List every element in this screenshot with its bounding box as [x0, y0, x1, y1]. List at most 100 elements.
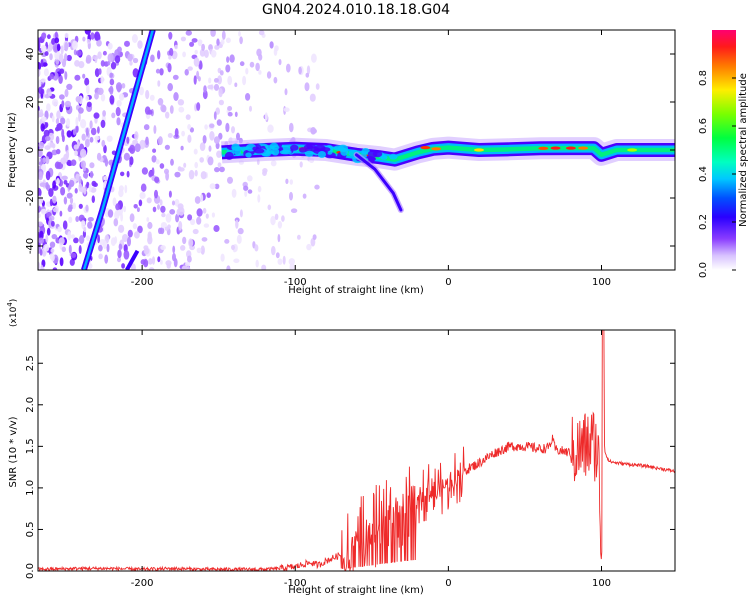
heatmap-noise-cell	[58, 237, 65, 245]
heatmap-noise-cell	[89, 136, 94, 143]
heatmap-noise-cell	[151, 155, 157, 163]
heatmap-noise-cell	[245, 67, 249, 75]
heatmap-noise-cell	[52, 143, 56, 149]
heatmap-noise-cell	[82, 36, 86, 42]
heatmap-noise-cell	[165, 213, 172, 223]
heatmap-noise-cell	[84, 30, 91, 35]
snr-series	[38, 330, 675, 571]
heatmap-noise-cell	[58, 74, 63, 84]
heatmap-noise-cell	[46, 227, 51, 236]
heatmap-noise-cell	[120, 212, 123, 222]
ridge-blob	[319, 147, 331, 152]
heatmap-noise-cell	[192, 228, 199, 235]
heatmap-noise-cell	[314, 184, 320, 190]
heatmap-noise-cell	[83, 226, 87, 233]
heatmap-noise-cell	[127, 229, 133, 238]
heatmap-noise-cell	[74, 188, 78, 194]
heatmap-noise-cell	[173, 92, 179, 101]
heatmap-noise-cell	[45, 156, 50, 165]
heatmap-noise-cell	[187, 214, 193, 221]
ridge-hotspot	[627, 148, 638, 152]
heatmap-noise-cell	[182, 51, 187, 58]
heatmap-noise-cell	[139, 192, 146, 199]
heatmap-noise-cell	[59, 68, 65, 74]
heatmap-noise-cell	[151, 256, 156, 265]
heatmap-noise-cell	[97, 51, 102, 60]
heatmap-noise-cell	[43, 68, 49, 77]
heatmap-noise-cell	[172, 245, 176, 254]
heatmap-noise-cell	[190, 218, 196, 226]
heatmap-noise-cell	[304, 82, 310, 92]
heatmap-noise-cell	[68, 244, 72, 254]
heatmap-noise-cell	[213, 78, 219, 83]
ridge-hotspot	[578, 146, 589, 150]
heatmap-noise-cell	[42, 157, 46, 164]
heatmap-noise-cell	[49, 73, 54, 80]
colorbar-tick-label: 0.2	[698, 214, 709, 230]
heatmap-noise-cell	[197, 39, 203, 45]
heatmap-noise-cell	[184, 69, 189, 76]
heatmap-noise-cell	[137, 40, 143, 49]
heatmap-noise-cell	[218, 99, 224, 106]
heatmap-noise-cell	[178, 221, 183, 231]
heatmap-noise-cell	[49, 241, 56, 248]
heatmap-noise-cell	[81, 133, 86, 141]
heatmap-noise-cell	[201, 43, 206, 51]
heatmap-noise-cell	[134, 131, 139, 141]
heatmap-noise-cell	[98, 253, 103, 260]
heatmap-noise-cell	[107, 209, 114, 218]
heatmap-noise-cell	[274, 213, 279, 220]
heatmap-noise-cell	[209, 123, 215, 128]
heatmap-noise-cell	[123, 250, 130, 260]
heatmap-noise-cell	[167, 83, 173, 92]
heatmap-noise-cell	[254, 244, 259, 252]
heatmap-noise-cell	[54, 37, 60, 44]
heatmap-noise-cell	[180, 145, 184, 151]
heatmap-noise-cell	[183, 162, 187, 168]
heatmap-noise-cell	[78, 203, 83, 209]
heatmap-noise-cell	[86, 101, 92, 108]
heatmap-noise-cell	[68, 216, 73, 223]
heatmap-noise-cell	[84, 77, 90, 86]
heatmap-noise-cell	[290, 208, 298, 213]
heatmap-noise-cell	[127, 53, 133, 62]
heatmap-noise-cell	[168, 190, 172, 198]
heatmap-noise-cell	[113, 218, 119, 227]
heatmap-noise-cell	[121, 83, 126, 89]
heatmap-noise-cell	[169, 47, 174, 57]
heatmap-noise-cell	[121, 263, 125, 269]
heatmap-noise-cell	[227, 176, 233, 184]
heatmap-noise-cell	[55, 59, 60, 65]
snr-line	[38, 330, 675, 571]
heatmap-noise-cell	[78, 175, 82, 186]
heatmap-noise-cell	[264, 112, 268, 121]
heatmap-noise-cell	[226, 265, 231, 270]
heatmap-noise-cell	[62, 220, 68, 230]
heatmap-noise-cell	[267, 204, 272, 211]
heatmap-noise-cell	[193, 148, 198, 155]
heatmap-noise-cell	[73, 237, 79, 244]
heatmap-noise-cell	[202, 135, 207, 144]
heatmap-noise-cell	[97, 234, 100, 244]
heatmap-noise-cell	[160, 259, 163, 265]
ridge-blob	[265, 145, 275, 150]
heatmap-noise-cell	[203, 223, 210, 228]
heatmap-noise-cell	[147, 221, 153, 230]
heatmap-noise-cell	[224, 239, 230, 244]
heatmap-noise-cell	[210, 30, 216, 37]
heatmap-noise-cell	[165, 260, 172, 266]
heatmap-noise-cell	[48, 91, 52, 97]
colorbar-tick-label: 0.6	[698, 118, 709, 134]
heatmap-noise-cell	[227, 75, 233, 86]
heatmap-noise-cell	[87, 217, 94, 222]
heatmap-noise-cell	[298, 66, 302, 75]
heatmap-noise-cell	[75, 125, 79, 133]
heatmap-noise-cell	[38, 40, 41, 50]
heatmap-noise-cell	[57, 226, 62, 233]
heatmap-noise-cell	[231, 244, 235, 250]
heatmap-noise-cell	[60, 117, 66, 125]
heatmap-noise-cell	[38, 68, 41, 78]
heatmap-noise-cell	[197, 76, 201, 82]
heatmap-noise-cell	[64, 32, 69, 39]
snr-x-tick-label: 100	[592, 578, 611, 589]
